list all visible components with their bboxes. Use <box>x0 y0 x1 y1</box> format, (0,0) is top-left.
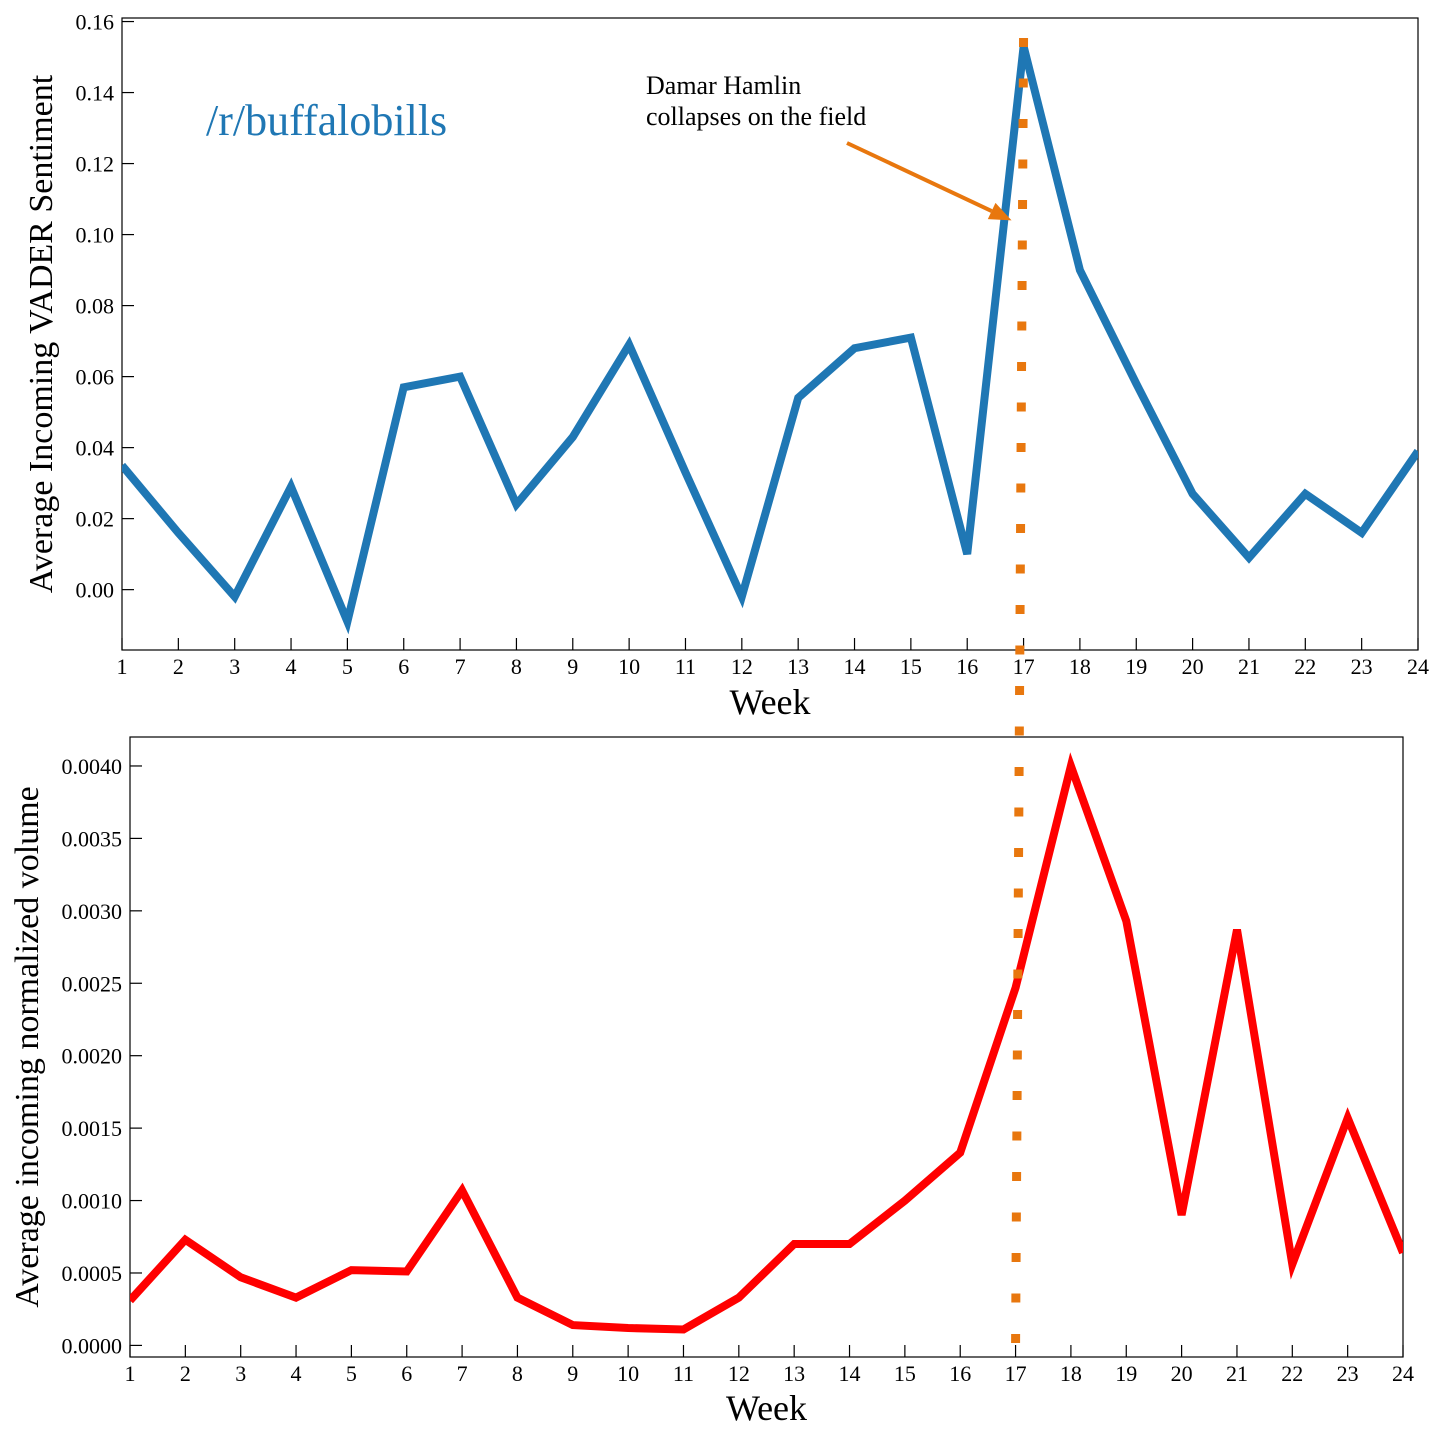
x-tick-label: 5 <box>346 1361 357 1386</box>
y-tick-label: 0.10 <box>76 223 115 248</box>
x-tick-label: 20 <box>1171 1361 1193 1386</box>
x-tick-label: 19 <box>1125 654 1147 679</box>
series-line <box>130 752 1403 1334</box>
x-tick-label: 23 <box>1337 1361 1359 1386</box>
x-tick-label: 21 <box>1226 1361 1248 1386</box>
x-tick-label: 12 <box>731 654 753 679</box>
x-tick-label: 16 <box>956 654 978 679</box>
x-tick-label: 11 <box>673 1361 694 1386</box>
x-tick-label: 4 <box>291 1361 302 1386</box>
y-tick-label: 0.02 <box>76 507 115 532</box>
x-tick-label: 1 <box>117 654 128 679</box>
y-tick-label: 0.0040 <box>62 754 123 779</box>
y-tick-label: 0.0020 <box>62 1044 123 1069</box>
annotation-line-2: collapses on the field <box>646 102 866 131</box>
y-tick-label: 0.04 <box>76 436 115 461</box>
x-tick-label: 5 <box>342 654 353 679</box>
x-tick-label: 12 <box>728 1361 750 1386</box>
y-tick-label: 0.14 <box>76 81 115 106</box>
event-dotted-line <box>1011 37 1029 1346</box>
x-tick-label: 17 <box>1005 1361 1027 1386</box>
x-tick-label: 9 <box>567 654 578 679</box>
volume-x-axis-label: Week <box>726 1388 807 1428</box>
y-tick-label: 0.0030 <box>62 899 123 924</box>
annotation-arrow <box>846 141 1012 221</box>
y-tick-label: 0.0000 <box>62 1333 123 1358</box>
y-tick-label: 0.12 <box>76 152 115 177</box>
x-tick-label: 6 <box>401 1361 412 1386</box>
x-tick-label: 10 <box>617 1361 639 1386</box>
x-tick-label: 16 <box>949 1361 971 1386</box>
volume-x-ticks: 1 2 3 4 5 6 7 8 9 10 11 12 13 14 15 16 17 18 19 20 21 22 23 24 <box>125 1345 1414 1386</box>
x-tick-label: 21 <box>1238 654 1260 679</box>
x-tick-label: 17 <box>1013 654 1035 679</box>
x-tick-label: 10 <box>618 654 640 679</box>
y-tick-label: 0.0015 <box>62 1116 123 1141</box>
sentiment-y-ticks: 0.00 0.02 0.04 0.06 0.08 0.10 0.12 0.14 0.16 <box>76 10 134 603</box>
x-tick-label: 8 <box>511 654 522 679</box>
x-tick-label: 14 <box>844 654 866 679</box>
x-tick-label: 4 <box>286 654 297 679</box>
x-tick-label: 24 <box>1392 1361 1414 1386</box>
x-tick-label: 11 <box>675 654 696 679</box>
y-tick-label: 0.0025 <box>62 971 123 996</box>
subreddit-label: /r/buffalobills <box>206 96 447 145</box>
y-tick-label: 0.16 <box>76 10 115 35</box>
annotation-arrow-shaft <box>846 141 993 213</box>
x-tick-label: 20 <box>1182 654 1204 679</box>
sentiment-x-axis-label: Week <box>729 682 810 722</box>
volume-y-ticks: 0.0000 0.0005 0.0010 0.0015 0.0020 0.0025 0.00… <box>62 754 142 1358</box>
x-tick-label: 15 <box>894 1361 916 1386</box>
y-tick-label: 0.0010 <box>62 1189 123 1214</box>
sentiment-series <box>121 45 1419 635</box>
volume-panel: 0.0000 0.0005 0.0010 0.0015 0.0020 0.0025 0.00… <box>9 736 1414 1428</box>
x-tick-label: 23 <box>1351 654 1373 679</box>
x-tick-label: 8 <box>512 1361 523 1386</box>
x-tick-label: 14 <box>839 1361 861 1386</box>
x-tick-label: 9 <box>567 1361 578 1386</box>
series-line <box>122 45 1418 635</box>
x-tick-label: 7 <box>457 1361 468 1386</box>
sentiment-plot-frame <box>121 17 1419 651</box>
x-tick-label: 19 <box>1115 1361 1137 1386</box>
y-tick-label: 0.0035 <box>62 826 123 851</box>
annotation-line-1: Damar Hamlin <box>646 71 801 100</box>
volume-y-axis-label: Average incoming normalized volume <box>9 786 46 1307</box>
sentiment-x-ticks: 1 2 3 4 5 6 7 8 9 10 11 12 13 14 15 16 17 18 19 20 21 22 23 24 <box>117 638 1429 679</box>
x-tick-label: 3 <box>235 1361 246 1386</box>
x-tick-label: 2 <box>173 654 184 679</box>
volume-plot-frame <box>129 736 1404 1358</box>
sentiment-y-axis-label: Average Incoming VADER Sentiment <box>23 74 60 593</box>
y-tick-label: 0.08 <box>76 294 115 319</box>
y-tick-label: 0.00 <box>76 578 115 603</box>
x-tick-label: 13 <box>787 654 809 679</box>
event-vline <box>1011 37 1029 1346</box>
x-tick-label: 7 <box>455 654 466 679</box>
x-tick-label: 6 <box>398 654 409 679</box>
x-tick-label: 22 <box>1294 654 1316 679</box>
annotation-arrow-head <box>987 202 1012 221</box>
x-tick-label: 2 <box>180 1361 191 1386</box>
y-tick-label: 0.0005 <box>62 1261 123 1286</box>
x-tick-label: 3 <box>229 654 240 679</box>
x-tick-label: 18 <box>1060 1361 1082 1386</box>
x-tick-label: 24 <box>1407 654 1429 679</box>
x-tick-label: 1 <box>125 1361 136 1386</box>
volume-series <box>129 752 1404 1334</box>
y-tick-label: 0.06 <box>76 365 115 390</box>
x-tick-label: 13 <box>783 1361 805 1386</box>
x-tick-label: 18 <box>1069 654 1091 679</box>
x-tick-label: 22 <box>1281 1361 1303 1386</box>
x-tick-label: 15 <box>900 654 922 679</box>
